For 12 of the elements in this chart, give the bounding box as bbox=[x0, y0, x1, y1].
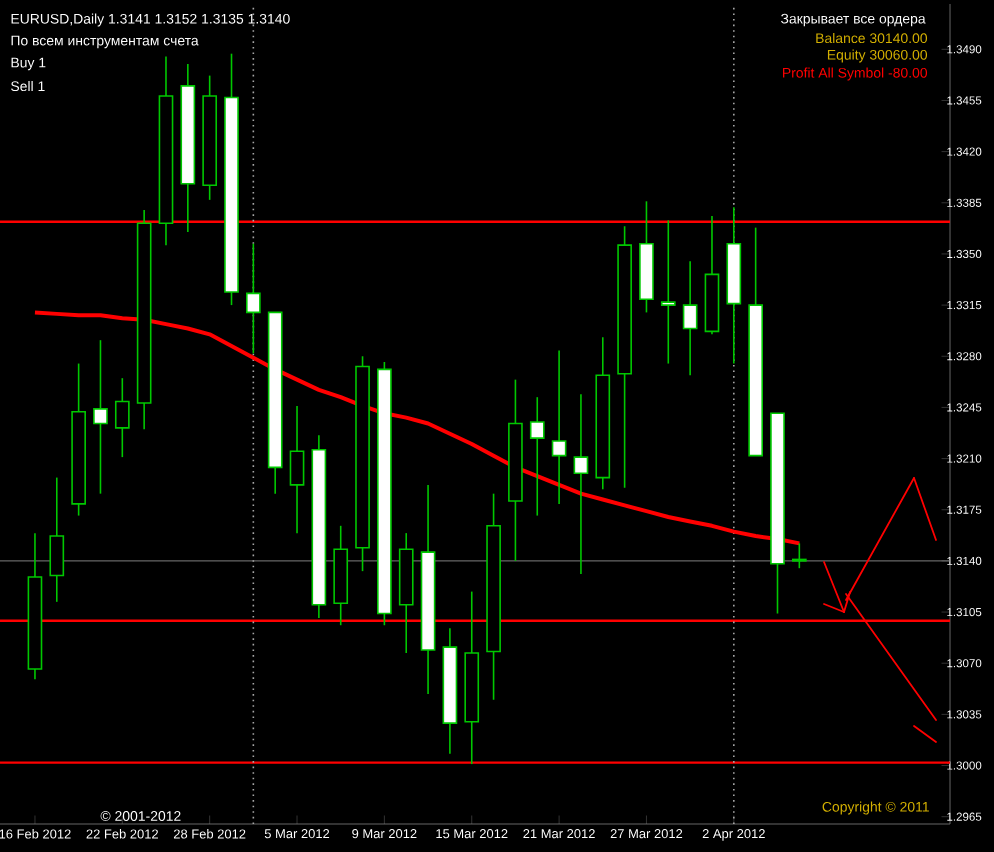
candlestick bbox=[49, 476, 65, 603]
candlestick bbox=[289, 405, 305, 534]
candlestick bbox=[246, 242, 261, 355]
candlestick bbox=[529, 396, 545, 517]
candlestick bbox=[682, 260, 698, 377]
candlestick bbox=[114, 377, 130, 458]
candlestick bbox=[791, 542, 807, 569]
line-series bbox=[32, 310, 802, 546]
candlestick bbox=[93, 339, 108, 495]
candlestick bbox=[660, 219, 676, 365]
candlestick bbox=[573, 393, 589, 575]
candlestick bbox=[551, 349, 567, 505]
